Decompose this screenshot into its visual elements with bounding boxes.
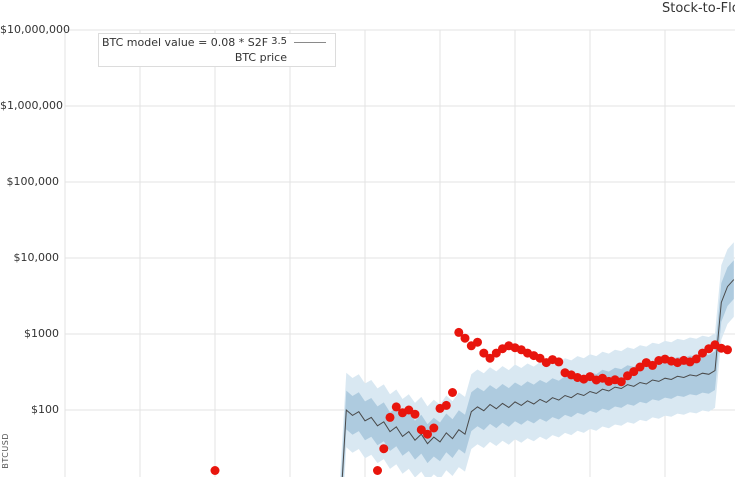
confidence-band	[340, 242, 734, 477]
price-dot	[429, 423, 439, 433]
price-dot	[485, 353, 495, 363]
price-dot	[460, 333, 470, 343]
price-dot	[535, 353, 545, 363]
price-dots	[210, 327, 732, 475]
y-tick-label: $100,000	[6, 175, 60, 188]
legend: BTC model value = 0.08 * S2F 3.5 BTC pric…	[98, 33, 336, 67]
legend-price-marker-col	[287, 53, 333, 62]
price-dot	[479, 348, 489, 358]
chart-title: Stock-to-Flow	[662, 1, 735, 16]
legend-model-label: BTC model value = 0.08 * S2F	[101, 36, 269, 49]
model-line	[341, 279, 735, 477]
price-dot	[723, 345, 732, 355]
y-axis-title: BTCUSD	[1, 433, 10, 469]
legend-model-exponent: 3.5	[271, 36, 287, 47]
price-dot	[379, 444, 389, 454]
price-dot	[635, 362, 645, 372]
price-dot	[454, 327, 464, 337]
price-dot	[423, 429, 432, 439]
price-dot	[391, 402, 401, 412]
price-dot	[416, 425, 426, 435]
y-tick-label: $1000	[24, 327, 59, 340]
price-dot	[210, 466, 220, 475]
y-tick-label: $100	[31, 403, 59, 416]
price-dot	[698, 348, 707, 358]
price-dot	[385, 412, 395, 422]
legend-model-text: BTC model value = 0.08 * S2F 3.5	[101, 36, 287, 49]
price-dot	[473, 337, 482, 347]
price-dot	[648, 360, 657, 370]
legend-model-marker-col	[287, 42, 333, 43]
legend-item-model[interactable]: BTC model value = 0.08 * S2F 3.5	[101, 35, 333, 50]
price-dot	[441, 400, 451, 410]
y-tick-label: $10,000,000	[0, 23, 70, 36]
price-dot	[554, 357, 564, 367]
legend-item-price[interactable]: BTC price	[101, 50, 333, 65]
price-dot-sample	[306, 53, 315, 62]
price-dot	[410, 409, 420, 419]
price-dot	[616, 377, 626, 387]
y-tick-label: $10,000	[13, 251, 60, 264]
price-dot	[373, 466, 382, 475]
y-tick-label: $1,000,000	[0, 99, 63, 112]
price-dot	[448, 388, 457, 397]
y-axis: $10,000,000 $1,000,000 $100,000 $10,000 $100…	[0, 0, 70, 477]
model-line-sample	[294, 42, 326, 43]
price-dot	[691, 354, 701, 364]
price-dot	[629, 367, 639, 377]
legend-price-label: BTC price	[234, 51, 287, 64]
